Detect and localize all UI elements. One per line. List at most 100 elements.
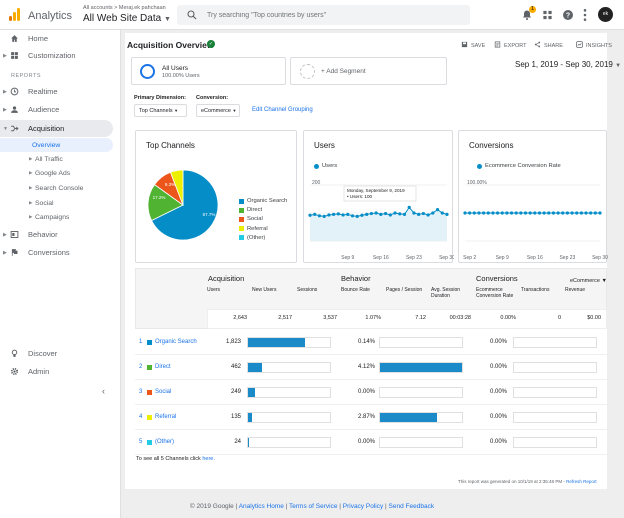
top-header: Analytics All accounts > Meraj.ek pahcha… (0, 0, 624, 30)
date-range-picker[interactable]: Sep 1, 2019 - Sep 30, 2019 ▼ (515, 60, 621, 69)
property-name: All Web Site Data (83, 13, 162, 24)
sidebar-subitem-social[interactable]: ▶ Social (0, 196, 121, 210)
conv-xtick-1: Sep 2 (463, 255, 476, 261)
footer-link-feedback[interactable]: Send Feedback (388, 503, 435, 510)
save-button[interactable]: SAVE (461, 41, 485, 49)
legend-label: (Other) (247, 234, 266, 241)
conversions-line-chart[interactable]: 100.00% Sep 2 Sep 9 Sep 16 Sep 23 Sep 30 (459, 177, 608, 263)
conversion-label: Conversion: (196, 95, 229, 101)
sidebar-item-customization[interactable]: ▶ Customization (0, 47, 121, 64)
property-selector[interactable]: All Web Site Data ▼ (83, 13, 171, 24)
table-row[interactable]: 1 Organic Search 1,823 0.14% 0.00% (135, 330, 607, 355)
see-all-link[interactable]: here. (202, 456, 215, 462)
conv-point-25 (575, 211, 579, 215)
sidebar-subitem-all-traffic[interactable]: ▶ All Traffic (0, 152, 121, 166)
column-header[interactable]: Revenue (565, 287, 586, 293)
expand-icon: ▶ (29, 214, 33, 219)
users-share-fill (248, 438, 249, 447)
users-point-20 (398, 212, 402, 216)
avatar[interactable]: ek (598, 7, 613, 22)
column-header[interactable]: Users (207, 287, 221, 293)
table-row[interactable]: 5 (Other) 24 0.00% 0.00% (135, 430, 607, 455)
analytics-logo-icon[interactable] (9, 8, 21, 21)
table-row[interactable]: 3 Social 249 0.00% 0.00% (135, 380, 607, 405)
apps-grid-icon[interactable] (542, 8, 553, 22)
conv-point-3 (472, 211, 476, 215)
sidebar-item-audience[interactable]: ▶ Audience (0, 101, 121, 118)
conv-point-10 (505, 211, 509, 215)
conv-point-16 (533, 211, 537, 215)
sidebar-item-behavior[interactable]: ▶ Behavior (0, 226, 121, 243)
column-header[interactable]: Sessions (297, 287, 318, 293)
collapse-sidebar-icon[interactable]: ‹ (102, 386, 105, 396)
app-name: Analytics (28, 10, 73, 22)
share-button[interactable]: SHARE (534, 41, 563, 49)
column-header[interactable]: New Users (252, 287, 277, 293)
sidebar-item-acquisition[interactable]: ▼ Acquisition (0, 120, 113, 137)
conv-xtick-3: Sep 16 (527, 255, 543, 261)
sidebar-item-realtime[interactable]: ▶ Realtime (0, 83, 121, 100)
segment-all-users[interactable]: All Users 100.00% Users (131, 57, 286, 85)
search-input[interactable] (207, 9, 457, 21)
legend-dot-icon (314, 163, 319, 169)
footer-link-analytics-home[interactable]: Analytics Home (238, 503, 284, 510)
footer-link-privacy[interactable]: Privacy Policy (342, 503, 384, 510)
sidebar-item-admin[interactable]: Admin (0, 363, 121, 380)
channel-link[interactable]: Direct (155, 364, 171, 370)
footer-link-terms[interactable]: Terms of Service (289, 503, 338, 510)
bounce-share-bar (379, 362, 463, 373)
conv-point-4 (477, 211, 481, 215)
account-breadcrumb[interactable]: All accounts > Meraj.ek pahchaan (83, 5, 166, 11)
conv-point-24 (570, 211, 574, 215)
conversion-share-bar (513, 337, 597, 348)
users-point-24 (417, 212, 421, 216)
conversion-select[interactable]: eCommerce ▼ (196, 104, 240, 117)
bell-icon[interactable] (521, 8, 533, 22)
sidebar-item-conversions[interactable]: ▶ Conversions (0, 244, 121, 261)
column-header[interactable]: Pages / Session (386, 287, 423, 293)
search-bar[interactable] (177, 5, 470, 25)
channel-link[interactable]: Referral (155, 414, 177, 420)
refresh-report-link[interactable]: Refresh Report (566, 479, 597, 484)
conv-point-19 (547, 211, 551, 215)
users-point-10 (350, 214, 355, 218)
sidebar-subitem-google-ads[interactable]: ▶ Google Ads (0, 166, 121, 180)
column-header[interactable]: Bounce Rate (341, 287, 370, 293)
row-bounce-rate: 0.00% (357, 439, 375, 445)
insights-button[interactable]: INSIGHTS (576, 41, 612, 49)
group-ecommerce-select[interactable]: eCommerce ▼ (570, 278, 607, 284)
edit-channel-grouping-link[interactable]: Edit Channel Grouping (252, 107, 313, 113)
total-value: 0.00% (500, 315, 516, 321)
users-point-16 (379, 212, 383, 216)
total-value: 2,517 (278, 315, 292, 321)
export-button[interactable]: EXPORT (494, 41, 527, 49)
sidebar-subitem-overview[interactable]: Overview (0, 138, 113, 152)
clock-icon (10, 87, 19, 96)
add-segment-button[interactable]: + Add Segment (290, 57, 447, 85)
help-icon[interactable]: ? (562, 8, 574, 22)
more-vert-icon[interactable] (582, 8, 588, 22)
column-header[interactable]: Avg. Session Duration (431, 287, 461, 299)
column-header[interactable]: Ecommerce Conversion Rate (476, 287, 514, 299)
sidebar-item-discover[interactable]: Discover (0, 345, 121, 362)
channel-link[interactable]: Social (155, 389, 172, 395)
table-row[interactable]: 2 Direct 462 4.12% 0.00% (135, 355, 607, 380)
channel-link[interactable]: (Other) (155, 439, 175, 445)
legend-label: Direct (247, 207, 263, 214)
sidebar-subitem-label: All Traffic (35, 155, 63, 163)
top-channels-pie-chart[interactable]: 67.7% 17.2% 9.3% (147, 169, 219, 241)
sidebar-subitem-search-console[interactable]: ▶ Search Console (0, 181, 121, 195)
row-users: 1,823 (225, 339, 241, 345)
sidebar-subitem-campaigns[interactable]: ▶ Campaigns (0, 210, 121, 224)
table-row[interactable]: 4 Referral 135 2.87% 0.00% (135, 405, 607, 430)
row-bounce-rate: 2.87% (357, 414, 375, 420)
channel-link[interactable]: Organic Search (155, 339, 197, 345)
primary-dimension-select[interactable]: Top Channels ▼ (134, 104, 187, 117)
insights-icon (576, 41, 583, 48)
column-header[interactable]: Transactions (521, 287, 550, 293)
users-point-21 (402, 212, 407, 216)
total-value: 1.07% (365, 315, 381, 321)
conv-ymax-label: 100.00% (467, 180, 487, 186)
sidebar-item-home[interactable]: Home (0, 30, 121, 47)
